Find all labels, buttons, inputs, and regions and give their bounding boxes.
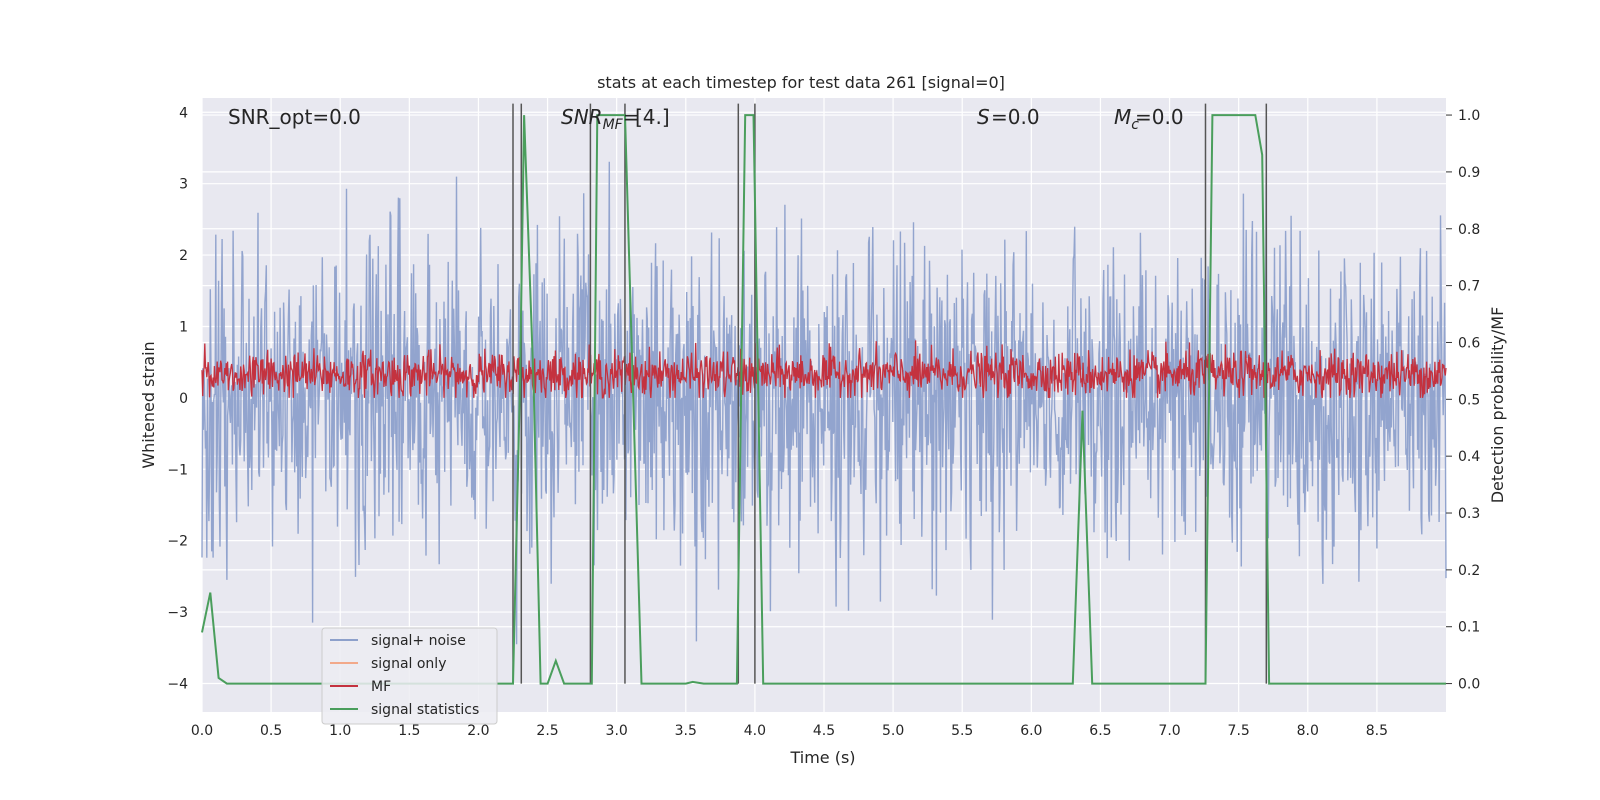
y-right-tick-label: 0.6 (1458, 335, 1480, 351)
y-right-tick-label: 0.8 (1458, 222, 1480, 238)
mf-series (201, 340, 1447, 399)
y-right-tick-label: 0.5 (1458, 392, 1480, 408)
legend: signal+ noise signal only MF signal stat… (321, 627, 498, 725)
y-right-axis-ticks: 1.0 0.9 0.8 0.7 0.6 0.5 0.4 0.3 0.2 0.1 0.0 (1446, 108, 1480, 693)
y-left-tick-label: 2 (179, 248, 188, 264)
x-tick-label: 2.5 (536, 723, 558, 739)
y-right-tick-label: 0.3 (1458, 506, 1480, 522)
y-right-tick-label: 0.7 (1458, 279, 1480, 295)
y-right-tick-label: 0.9 (1458, 165, 1480, 181)
y-right-tick-label: 0.0 (1458, 677, 1480, 693)
y-right-tick-label: 0.2 (1458, 563, 1480, 579)
y-right-axis-label: Detection probability/MF (1488, 307, 1507, 504)
signal-statistics-line (201, 114, 1446, 685)
y-left-tick-label: 3 (179, 177, 188, 193)
x-tick-label: 7.0 (1158, 723, 1180, 739)
x-tick-label: 5.0 (882, 723, 904, 739)
y-right-tick-label: 0.4 (1458, 449, 1480, 465)
x-tick-label: 3.0 (606, 723, 628, 739)
signal-noise-series (201, 161, 1447, 645)
annotation-s-symbol: S (977, 105, 990, 129)
legend-label-signal-noise: signal+ noise (371, 633, 466, 649)
chart-title: stats at each timestep for test data 261… (597, 73, 1005, 92)
legend-label-signal-statistics: signal statistics (371, 702, 479, 718)
x-tick-label: 4.0 (744, 723, 766, 739)
mf-line (201, 340, 1447, 399)
y-right-tick-label: 0.1 (1458, 620, 1480, 636)
legend-label-signal-only: signal only (371, 656, 446, 672)
y-right-tick-label: 1.0 (1458, 108, 1480, 124)
signal-noise-line (201, 161, 1447, 645)
y-left-tick-label: 4 (179, 105, 188, 121)
y-left-tick-label: −3 (167, 605, 188, 621)
x-tick-label: 1.5 (398, 723, 420, 739)
x-tick-label: 7.5 (1228, 723, 1250, 739)
x-tick-label: 3.5 (675, 723, 697, 739)
signal-statistics-series (201, 114, 1446, 685)
annotation-mc-value: =0.0 (1135, 105, 1184, 129)
y-left-tick-label: −2 (167, 534, 188, 550)
x-tick-label: 4.5 (813, 723, 835, 739)
y-left-tick-label: 1 (179, 319, 188, 335)
annotation-mc-symbol: Mc (1114, 105, 1139, 133)
annotation-snr-mf-value: [4.] (635, 105, 670, 129)
y-left-tick-label: −1 (167, 462, 188, 478)
x-axis-label: Time (s) (789, 748, 855, 767)
x-tick-label: 6.5 (1089, 723, 1111, 739)
annotation-s-value: =0.0 (991, 105, 1040, 129)
y-left-axis-ticks: 4 3 2 1 0 −1 −2 −3 −4 (167, 105, 188, 692)
x-axis-ticks: 0.0 0.5 1.0 1.5 2.0 2.5 3.0 3.5 4.0 4.5 5.0 5.5 6.0 6… (191, 723, 1388, 739)
x-tick-label: 8.5 (1366, 723, 1388, 739)
x-tick-label: 5.5 (951, 723, 973, 739)
x-tick-label: 8.0 (1297, 723, 1319, 739)
x-tick-label: 0.5 (260, 723, 282, 739)
x-tick-label: 6.0 (1020, 723, 1042, 739)
y-left-tick-label: 0 (179, 391, 188, 407)
annotation-snr-opt: SNR_opt=0.0 (228, 105, 361, 129)
x-tick-label: 1.0 (329, 723, 351, 739)
y-left-axis-label: Whitened strain (139, 341, 158, 468)
x-tick-label: 0.0 (191, 723, 213, 739)
legend-box (321, 627, 498, 725)
annotation-snr-mf-label: SNRMF= (561, 105, 639, 133)
legend-label-mf: MF (371, 679, 391, 695)
y-left-tick-label: −4 (167, 676, 188, 692)
x-tick-label: 2.0 (467, 723, 489, 739)
